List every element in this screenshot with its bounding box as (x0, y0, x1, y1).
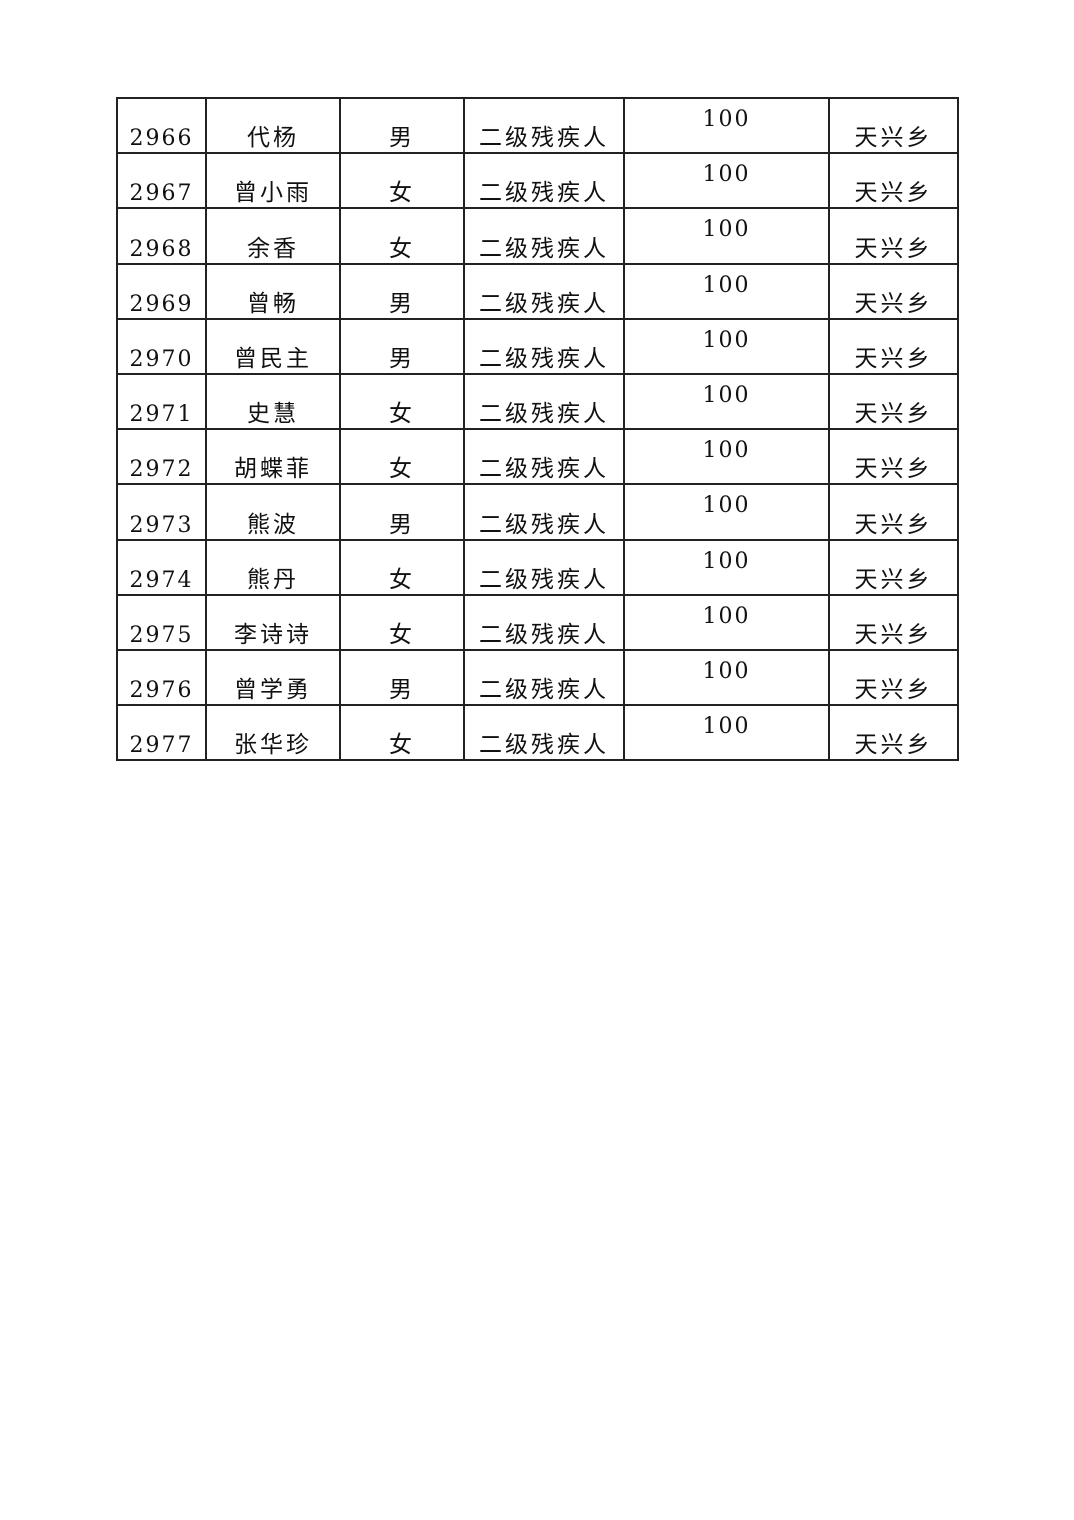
township-cell: 天兴乡 (828, 207, 959, 265)
township-cell: 天兴乡 (828, 372, 959, 431)
name-cell: 曾小雨 (205, 152, 341, 210)
amount-cell: 100 (623, 96, 830, 155)
category-cell: 二级残疾人 (463, 96, 625, 155)
name-cell: 余香 (205, 207, 341, 265)
table-row: 2966 代杨男二级残疾人 100 天兴乡 (116, 96, 959, 155)
amount-cell: 100 (623, 428, 830, 486)
category-cell: 二级残疾人 (463, 428, 625, 486)
id-cell: 2969 (116, 262, 207, 320)
table-row: 2973 熊波男二级残疾人 100 天兴乡 (116, 483, 959, 541)
name-cell: 熊波 (205, 483, 341, 541)
table-row: 2968 余香女二级残疾人 100 天兴乡 (116, 207, 959, 265)
name-cell: 曾学勇 (205, 648, 341, 707)
category-cell: 二级残疾人 (463, 152, 625, 210)
amount-cell: 100 (623, 262, 830, 320)
name-cell: 李诗诗 (205, 593, 341, 651)
township-cell: 天兴乡 (828, 317, 959, 375)
name-cell: 熊丹 (205, 538, 341, 596)
id-cell: 2974 (116, 538, 207, 596)
name-cell: 胡蝶菲 (205, 428, 341, 486)
amount-cell: 100 (623, 372, 830, 431)
amount-cell: 100 (623, 593, 830, 651)
gender-cell: 男 (339, 648, 465, 707)
table-row: 2975 李诗诗女二级残疾人 100 天兴乡 (116, 593, 959, 651)
category-cell: 二级残疾人 (463, 317, 625, 375)
amount-cell: 100 (623, 538, 830, 596)
table-row: 2972 胡蝶菲女二级残疾人 100 天兴乡 (116, 428, 959, 486)
table-row: 2971 史慧女二级残疾人 100 天兴乡 (116, 372, 959, 431)
township-cell: 天兴乡 (828, 704, 959, 762)
table-row: 2970 曾民主男二级残疾人 100 天兴乡 (116, 317, 959, 375)
category-cell: 二级残疾人 (463, 538, 625, 596)
amount-cell: 100 (623, 483, 830, 541)
category-cell: 二级残疾人 (463, 207, 625, 265)
name-cell: 曾畅 (205, 262, 341, 320)
id-cell: 2977 (116, 704, 207, 762)
table-row: 2967 曾小雨女二级残疾人 100 天兴乡 (116, 152, 959, 210)
township-cell: 天兴乡 (828, 593, 959, 651)
id-cell: 2975 (116, 593, 207, 651)
gender-cell: 女 (339, 538, 465, 596)
id-cell: 2966 (116, 96, 207, 155)
township-cell: 天兴乡 (828, 262, 959, 320)
gender-cell: 男 (339, 317, 465, 375)
gender-cell: 男 (339, 262, 465, 320)
category-cell: 二级残疾人 (463, 593, 625, 651)
category-cell: 二级残疾人 (463, 648, 625, 707)
category-cell: 二级残疾人 (463, 372, 625, 431)
gender-cell: 女 (339, 593, 465, 651)
township-cell: 天兴乡 (828, 96, 959, 155)
recipient-table: 2966 代杨男二级残疾人 100 天兴乡 2967 曾小雨女二级残疾人 100 天兴乡 296… (116, 96, 959, 762)
gender-cell: 女 (339, 428, 465, 486)
gender-cell: 女 (339, 704, 465, 762)
name-cell: 曾民主 (205, 317, 341, 375)
name-cell: 张华珍 (205, 704, 341, 762)
id-cell: 2971 (116, 372, 207, 431)
gender-cell: 女 (339, 152, 465, 210)
name-cell: 代杨 (205, 96, 341, 155)
township-cell: 天兴乡 (828, 648, 959, 707)
name-cell: 史慧 (205, 372, 341, 431)
township-cell: 天兴乡 (828, 483, 959, 541)
amount-cell: 100 (623, 648, 830, 707)
id-cell: 2973 (116, 483, 207, 541)
amount-cell: 100 (623, 207, 830, 265)
id-cell: 2970 (116, 317, 207, 375)
id-cell: 2968 (116, 207, 207, 265)
table-row: 2977 张华珍女二级残疾人 100 天兴乡 (116, 704, 959, 762)
gender-cell: 女 (339, 372, 465, 431)
township-cell: 天兴乡 (828, 152, 959, 210)
amount-cell: 100 (623, 152, 830, 210)
table-row: 2969 曾畅男二级残疾人 100 天兴乡 (116, 262, 959, 320)
amount-cell: 100 (623, 317, 830, 375)
id-cell: 2967 (116, 152, 207, 210)
gender-cell: 男 (339, 483, 465, 541)
id-cell: 2976 (116, 648, 207, 707)
township-cell: 天兴乡 (828, 428, 959, 486)
amount-cell: 100 (623, 704, 830, 762)
township-cell: 天兴乡 (828, 538, 959, 596)
gender-cell: 男 (339, 96, 465, 155)
id-cell: 2972 (116, 428, 207, 486)
category-cell: 二级残疾人 (463, 704, 625, 762)
table-row: 2976 曾学勇男二级残疾人 100 天兴乡 (116, 648, 959, 707)
category-cell: 二级残疾人 (463, 483, 625, 541)
gender-cell: 女 (339, 207, 465, 265)
table-row: 2974 熊丹女二级残疾人 100 天兴乡 (116, 538, 959, 596)
category-cell: 二级残疾人 (463, 262, 625, 320)
